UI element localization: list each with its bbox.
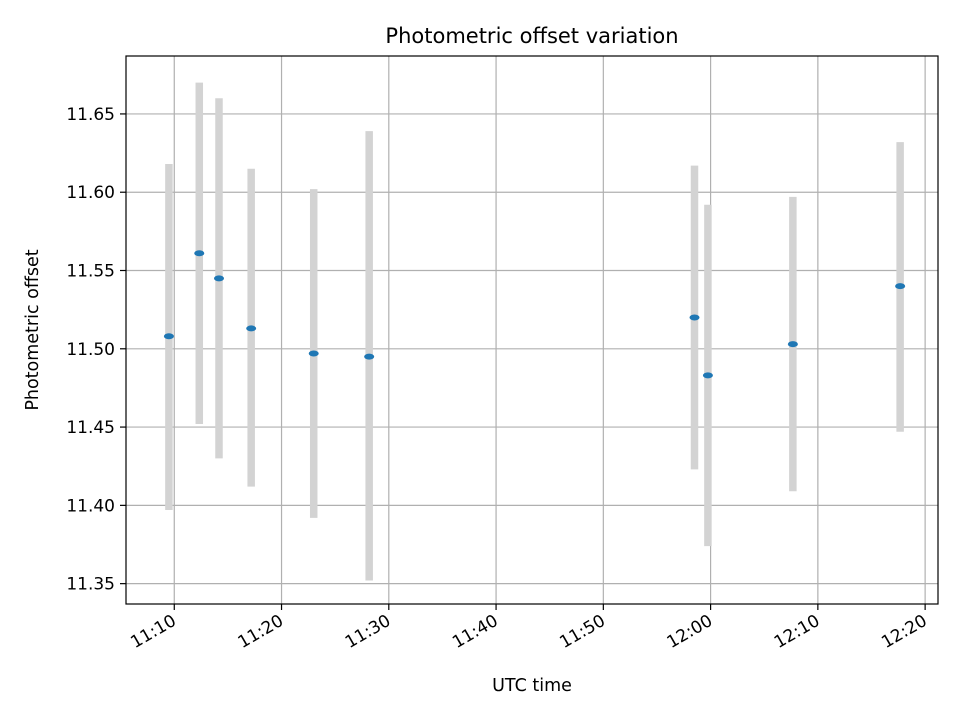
y-tick-label: 11.45 [66,418,115,438]
data-point [689,314,700,321]
y-tick-label: 11.55 [66,262,115,282]
y-axis-label: Photometric offset [23,249,43,410]
chart-title: Photometric offset variation [385,24,678,48]
data-point [194,250,205,257]
data-point [787,341,798,348]
plot-frame [125,55,939,605]
data-point [213,275,224,282]
x-axis-label: UTC time [492,676,572,696]
axis-ticks [120,113,926,610]
y-tick-label: 11.50 [66,340,115,360]
data-point [702,372,713,379]
data-point [246,325,257,332]
data-point [308,350,319,357]
data-point [895,283,906,290]
data-points [163,250,906,379]
y-tick-label: 11.60 [66,183,115,203]
y-tick-label: 11.40 [66,496,115,516]
data-point [163,333,174,340]
y-tick-label: 11.35 [66,575,115,595]
y-tick-label: 11.65 [66,105,115,125]
data-point [364,353,375,360]
